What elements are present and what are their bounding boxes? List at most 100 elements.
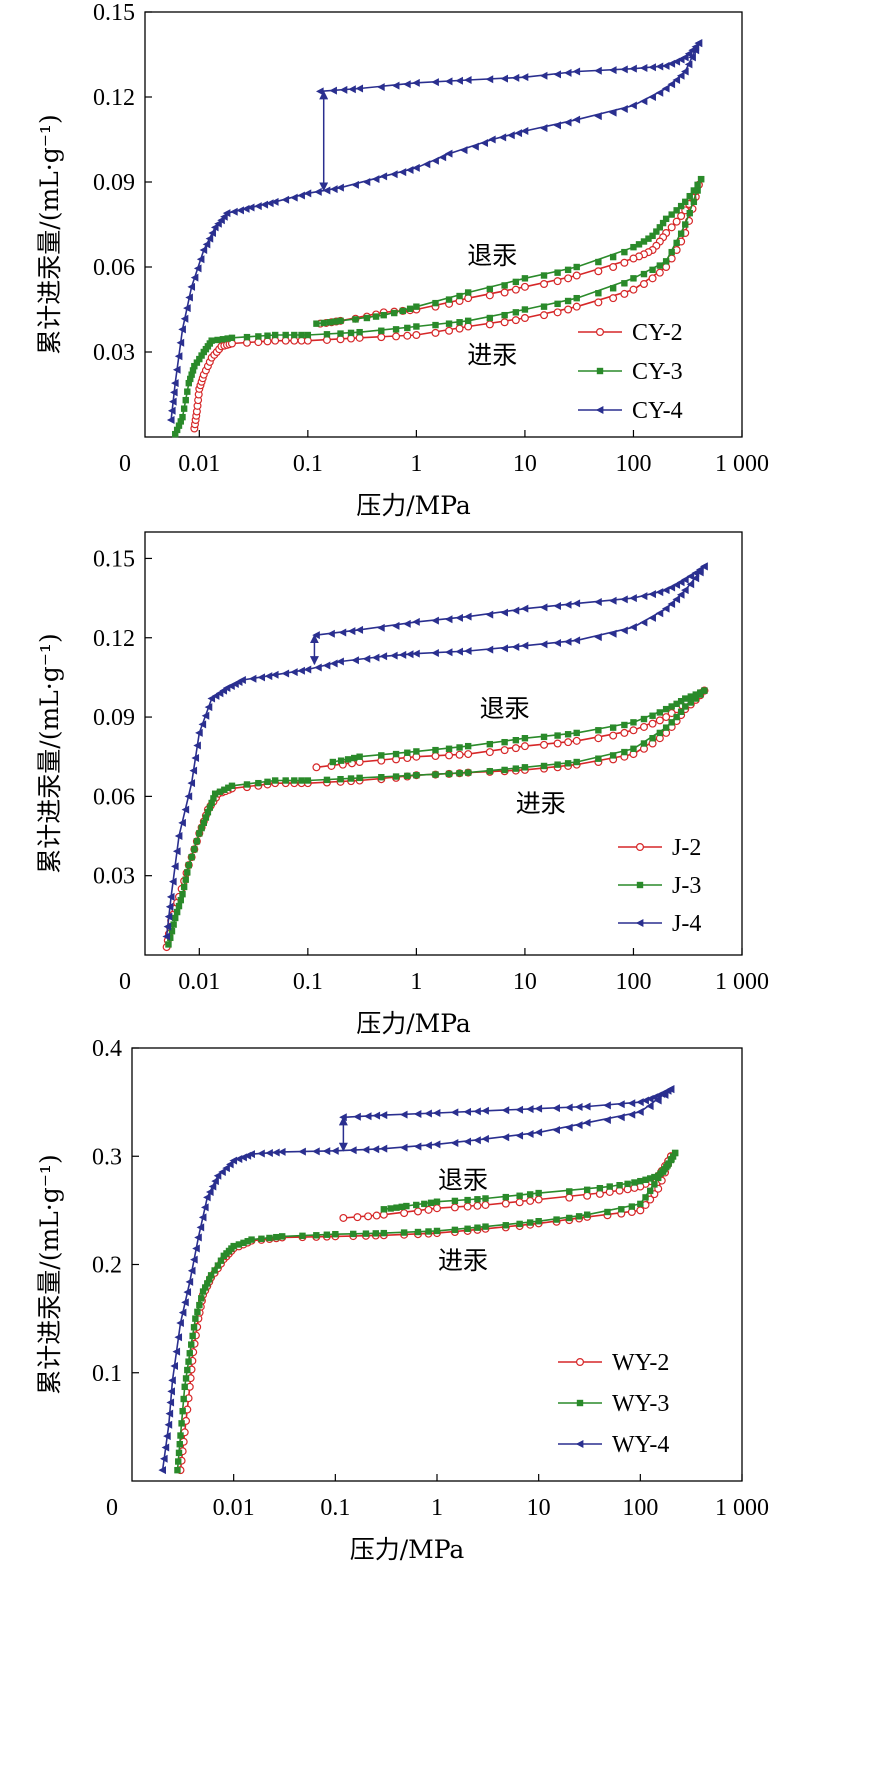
data-point [456,319,463,326]
data-point [486,314,494,322]
data-point [636,1107,644,1116]
data-point [629,64,637,73]
data-point [351,180,359,189]
data-point [520,73,529,82]
data-point [173,908,181,916]
legend-marker [636,881,644,889]
data-point [207,1272,215,1279]
data-point [414,1228,422,1236]
data-point [399,1110,408,1119]
annotation: 进汞 [467,340,517,369]
data-point [424,1109,432,1118]
data-point [520,282,529,291]
data-point [463,612,472,621]
data-point [500,746,509,755]
data-point [314,187,322,196]
data-point [172,1347,181,1356]
data-point [563,600,572,609]
data-point [596,1184,604,1192]
data-point [672,76,681,84]
legend-marker [595,406,604,414]
data-point [662,215,670,223]
data-point [445,320,453,327]
data-point [646,1187,654,1195]
data-point [473,1201,482,1210]
data-point [172,847,181,856]
data-point [390,651,398,660]
data-point [445,296,453,303]
data-point [564,760,572,767]
data-point [539,124,548,133]
data-point [362,1230,370,1237]
data-point [290,668,298,677]
data-point [501,311,508,319]
data-point [186,1350,193,1357]
data-point [260,200,269,209]
data-point [179,1407,186,1415]
legend-label: WY-3 [612,1391,669,1417]
data-point [628,1203,636,1210]
data-point [620,289,629,298]
data-point [444,615,453,624]
data-point [196,255,205,264]
data-point [433,1227,441,1235]
data-point [264,332,271,339]
data-point [564,738,573,747]
data-point [413,1201,420,1209]
data-point [193,359,201,366]
data-point [464,289,472,296]
data-point [371,175,380,184]
data-point [687,699,694,706]
y-tick-label: 0.2 [92,1253,122,1279]
data-point [672,595,681,604]
data-point [456,292,463,300]
data-point [170,1361,179,1370]
data-point [640,238,648,245]
data-point [668,248,675,256]
data-point [629,254,638,263]
data-point [691,574,700,583]
data-point [208,229,216,237]
data-point [526,1196,535,1205]
series-CY-4 [166,39,703,424]
data-point [330,185,338,194]
data-point [594,734,603,743]
data-point [604,1208,611,1216]
data-point [243,333,251,341]
data-point [648,274,657,283]
data-point [682,695,689,702]
data-point [323,776,331,784]
data-point [455,324,464,333]
data-point [609,724,617,731]
data-point [199,246,208,254]
data-point [226,1160,234,1169]
data-point [655,62,664,71]
data-point [673,239,680,247]
data-point [270,670,279,679]
data-point [655,716,664,725]
data-point [241,204,250,213]
data-point [450,1138,459,1147]
data-point [464,317,472,325]
data-point [594,598,602,607]
data-point [451,1226,459,1234]
y-tick-label: 0.09 [93,170,135,196]
data-point [344,756,352,763]
annotation: 退汞 [467,241,517,270]
data-point [648,590,656,599]
data-point [391,621,400,630]
data-point [425,1228,432,1235]
data-point [178,325,186,334]
data-point [377,623,385,632]
data-point [564,266,572,274]
data-point [400,1229,408,1236]
data-point [178,1420,185,1427]
data-point [455,647,463,656]
data-point [620,65,628,74]
data-point [676,55,685,64]
data-point [380,311,387,319]
data-point [563,68,572,77]
data-point [362,178,371,186]
data-point [167,406,176,415]
